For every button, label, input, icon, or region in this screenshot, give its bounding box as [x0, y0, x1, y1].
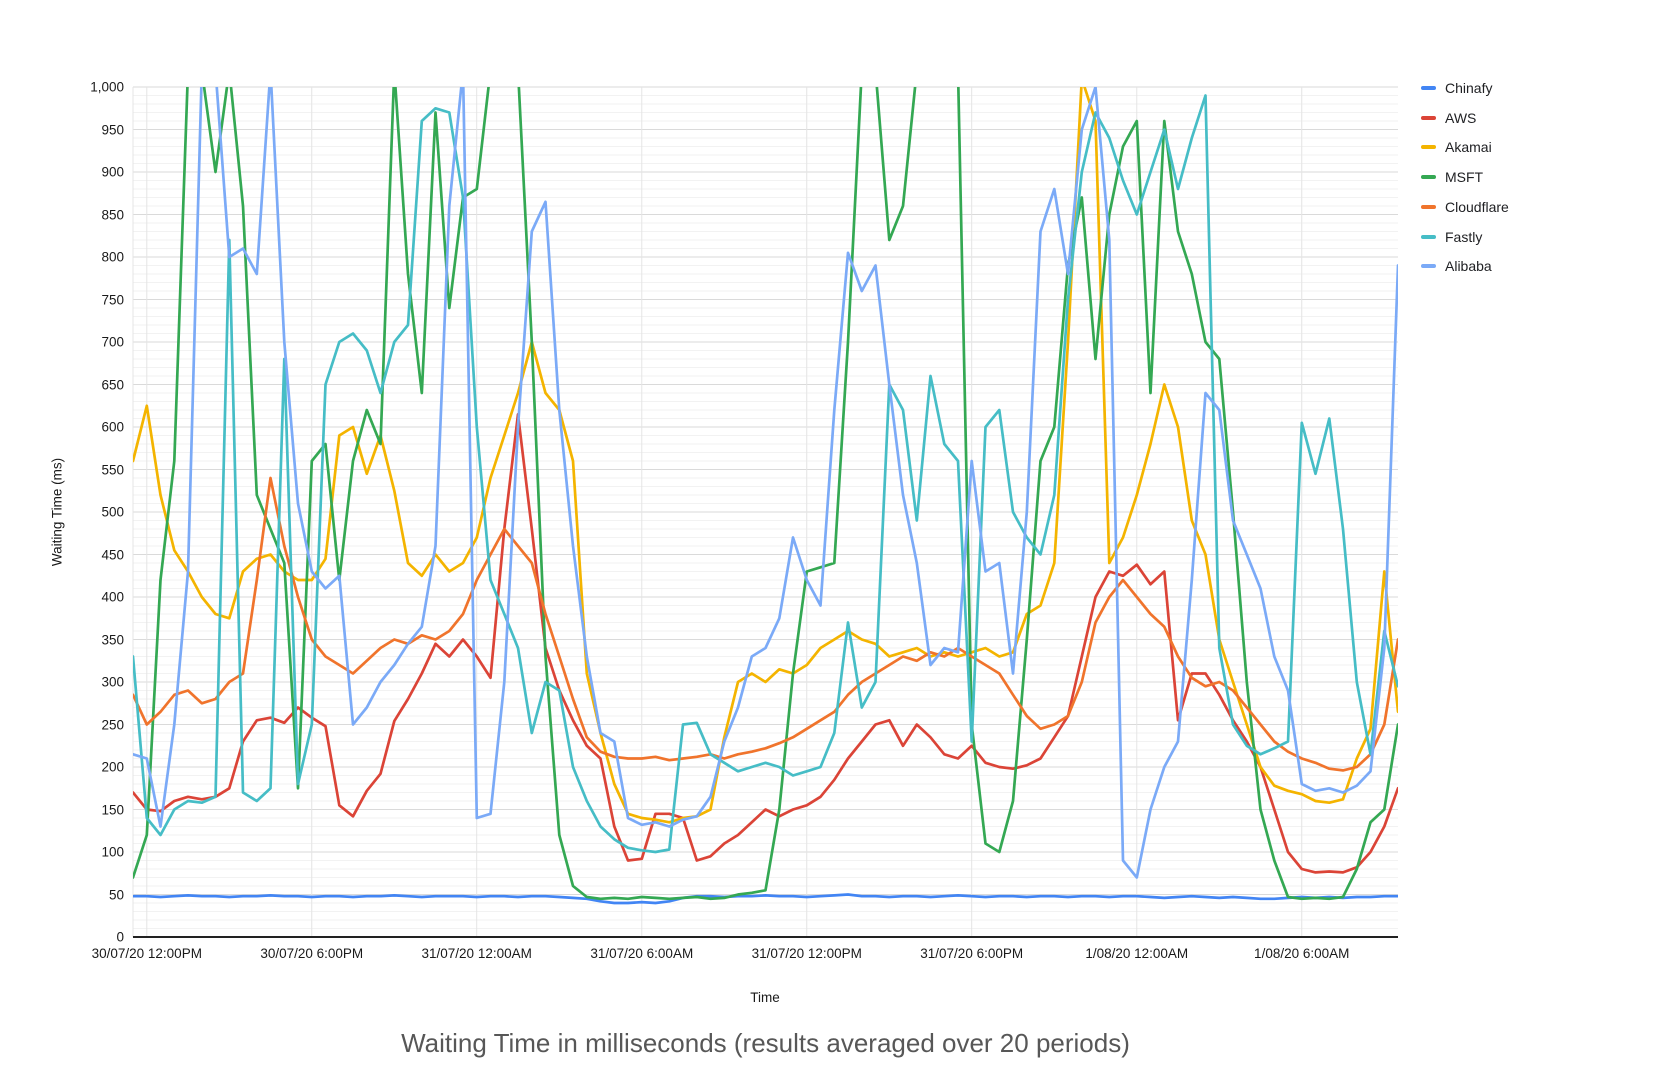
y-tick-label: 100 — [101, 844, 124, 860]
y-tick-label: 700 — [101, 334, 124, 350]
legend-swatch — [1421, 86, 1436, 90]
legend-label: AWS — [1445, 109, 1477, 126]
legend-swatch — [1421, 204, 1436, 209]
y-tick-label: 1,000 — [90, 79, 124, 95]
y-tick-label: 400 — [101, 589, 124, 605]
x-tick-label: 1/08/20 6:00AM — [1254, 946, 1350, 961]
y-tick-label: 0 — [116, 929, 124, 945]
series-line-msft — [133, 87, 1398, 901]
y-tick-label: 750 — [101, 292, 124, 307]
legend-label: Cloudflare — [1445, 198, 1509, 215]
x-tick-label: 30/07/20 12:00PM — [91, 946, 202, 961]
legend-item-msft[interactable]: MSFT — [1421, 169, 1483, 185]
legend-swatch — [1421, 234, 1436, 239]
legend-label: MSFT — [1445, 169, 1484, 186]
legend-item-cloudflare[interactable]: Cloudflare — [1421, 199, 1509, 215]
y-tick-label: 900 — [101, 164, 124, 180]
y-tick-label: 200 — [101, 759, 124, 775]
y-tick-label: 250 — [101, 717, 124, 732]
legend-label: Chinafy — [1445, 80, 1493, 96]
y-tick-label: 800 — [101, 249, 124, 265]
y-tick-label: 350 — [101, 632, 124, 647]
legend-swatch — [1421, 145, 1436, 150]
legend-label: Akamai — [1445, 139, 1492, 156]
legend-label: Alibaba — [1445, 258, 1492, 275]
legend-item-akamai[interactable]: Akamai — [1421, 139, 1492, 155]
x-tick-label: 30/07/20 6:00PM — [260, 946, 364, 961]
x-tick-label: 31/07/20 12:00PM — [751, 946, 862, 961]
x-tick-label: 31/07/20 6:00PM — [920, 946, 1024, 961]
series-line-chinafy — [133, 893, 1398, 905]
x-tick-label: 31/07/20 12:00AM — [421, 946, 532, 961]
series-line-aws — [133, 412, 1398, 874]
y-tick-label: 650 — [101, 377, 124, 392]
legend-item-aws[interactable]: AWS — [1421, 110, 1476, 126]
legend-swatch — [1421, 115, 1436, 120]
y-tick-label: 50 — [108, 887, 124, 902]
x-axis-title: Time — [750, 990, 780, 1005]
y-tick-label: 550 — [101, 462, 124, 477]
y-axis-title: Waiting Time (ms) — [49, 457, 65, 567]
chart-caption: Waiting Time in milliseconds (results av… — [401, 1028, 1130, 1058]
x-tick-label: 31/07/20 6:00AM — [590, 946, 694, 961]
y-tick-label: 450 — [101, 547, 124, 562]
y-tick-label: 600 — [101, 419, 124, 435]
x-tick-label: 1/08/20 12:00AM — [1085, 946, 1189, 961]
legend-item-alibaba[interactable]: Alibaba — [1421, 258, 1492, 274]
legend-swatch — [1421, 175, 1436, 180]
series-line-alibaba — [133, 87, 1398, 879]
legend-label: Fastly — [1445, 228, 1483, 245]
legend-swatch — [1421, 264, 1436, 269]
series-line-fastly — [133, 94, 1398, 854]
y-tick-label: 950 — [101, 122, 124, 137]
y-tick-label: 150 — [101, 802, 124, 817]
legend-item-fastly[interactable]: Fastly — [1421, 229, 1482, 245]
y-tick-label: 500 — [101, 504, 124, 520]
series-line-cloudflare — [133, 476, 1398, 772]
legend-item-chinafy[interactable]: Chinafy — [1421, 80, 1492, 96]
y-tick-label: 850 — [101, 207, 124, 222]
y-tick-label: 300 — [101, 674, 124, 690]
series-line-akamai — [133, 87, 1398, 824]
